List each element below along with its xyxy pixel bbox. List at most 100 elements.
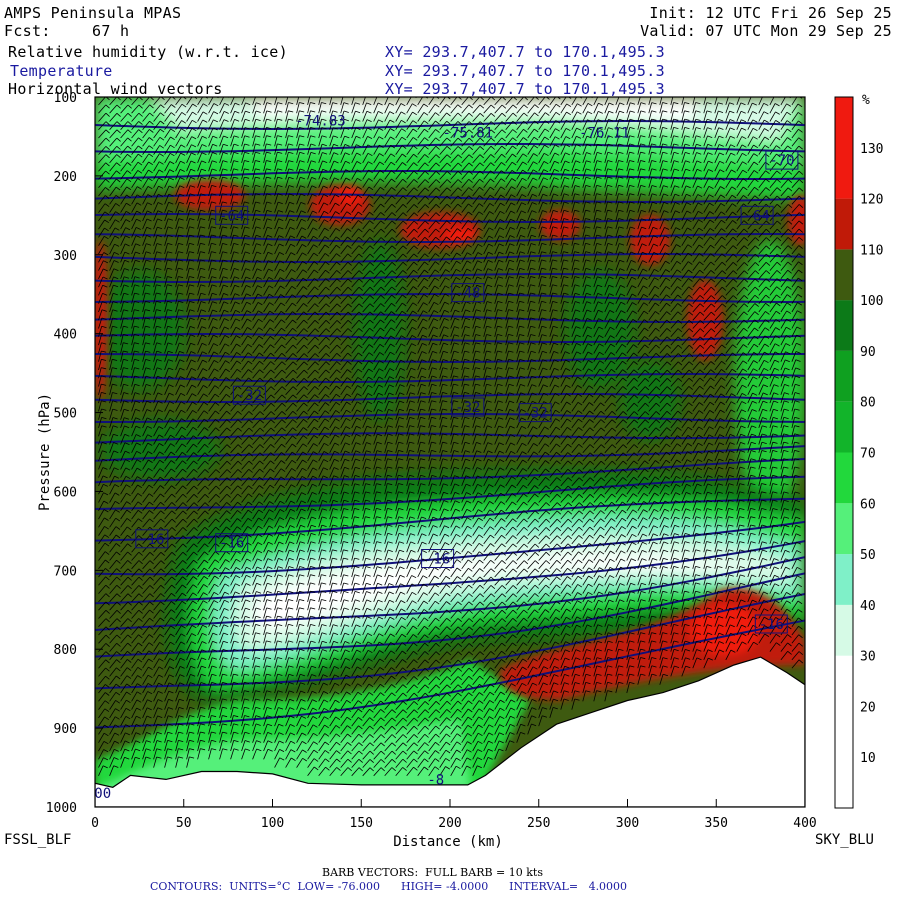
wind-barb bbox=[98, 170, 106, 180]
wind-barb-feather bbox=[224, 591, 230, 595]
wind-barb-feather bbox=[147, 177, 153, 182]
wind-barb bbox=[120, 375, 124, 387]
wind-barb-feather bbox=[138, 121, 143, 125]
wind-barb-feather bbox=[135, 724, 141, 727]
wind-barb bbox=[208, 360, 215, 371]
wind-barb bbox=[175, 477, 183, 487]
wind-barb-feather bbox=[101, 375, 107, 378]
wind-barb bbox=[98, 610, 107, 619]
wind-barb bbox=[208, 293, 213, 304]
wind-barb bbox=[142, 560, 151, 570]
wind-barb bbox=[208, 410, 216, 420]
field-rh: Relative humidity (w.r.t. ice) bbox=[8, 43, 288, 61]
model-title: AMPS Peninsula MPAS bbox=[4, 4, 182, 22]
wind-barb-feather bbox=[211, 160, 218, 163]
wind-barb-feather bbox=[181, 451, 187, 456]
wind-barb-feather bbox=[148, 666, 153, 671]
wind-barb bbox=[219, 360, 226, 371]
wind-barb bbox=[153, 392, 159, 404]
wind-barb bbox=[197, 559, 205, 570]
wind-barb bbox=[197, 649, 203, 661]
wind-barb bbox=[109, 334, 113, 346]
wind-barb-feather bbox=[223, 284, 229, 288]
wind-barb bbox=[131, 493, 139, 503]
wind-barb bbox=[109, 170, 117, 180]
wind-barb bbox=[164, 560, 173, 570]
wind-barb-feather bbox=[222, 748, 228, 751]
wind-barb bbox=[230, 111, 236, 122]
wind-barb-feather bbox=[156, 731, 162, 735]
xy-temperature: XY= 293.7,407.7 to 170.1,495.3 bbox=[385, 62, 665, 80]
wind-barb-feather bbox=[127, 568, 132, 573]
wind-barb bbox=[153, 334, 157, 346]
wind-barb-feather bbox=[180, 649, 186, 653]
wind-barb-feather bbox=[149, 568, 154, 573]
wind-barb bbox=[142, 153, 150, 164]
wind-barb bbox=[208, 402, 216, 412]
wind-barb bbox=[175, 633, 182, 644]
wind-barb-feather bbox=[204, 469, 209, 473]
wind-barb bbox=[175, 617, 182, 627]
wind-barb bbox=[219, 410, 227, 420]
wind-barb bbox=[142, 756, 147, 768]
wind-barb-feather bbox=[167, 740, 173, 743]
wind-barb bbox=[142, 243, 147, 255]
wind-barb bbox=[153, 284, 157, 296]
wind-barb bbox=[230, 160, 234, 172]
wind-barb-feather bbox=[214, 393, 220, 398]
wind-barb-feather bbox=[124, 243, 130, 247]
wind-barb-feather bbox=[138, 593, 143, 598]
wind-barb-feather bbox=[211, 698, 217, 701]
wind-barb-feather bbox=[116, 651, 121, 656]
isotherm-line bbox=[95, 540, 805, 605]
wind-barb bbox=[131, 121, 140, 130]
wind-barb bbox=[175, 376, 181, 387]
wind-barb-feather bbox=[105, 104, 110, 109]
wind-barb-feather bbox=[126, 509, 132, 514]
wind-barb bbox=[219, 185, 223, 197]
wind-barb-feather bbox=[200, 185, 206, 188]
wind-barb bbox=[153, 202, 159, 213]
wind-barb-feather bbox=[222, 649, 228, 652]
wind-barb bbox=[175, 128, 182, 139]
wind-barb-feather bbox=[215, 485, 220, 490]
wind-barb bbox=[131, 526, 139, 536]
wind-barb-feather bbox=[167, 226, 173, 229]
wind-barb bbox=[197, 748, 201, 760]
wind-barb-feather bbox=[170, 609, 176, 613]
wind-barb bbox=[98, 732, 105, 743]
wind-barb-feather bbox=[101, 392, 107, 395]
wind-barb-feather bbox=[149, 518, 154, 523]
wind-barb bbox=[153, 104, 161, 114]
wind-barb-feather bbox=[160, 576, 165, 581]
wind-barb bbox=[164, 317, 168, 329]
wind-barb bbox=[175, 592, 183, 603]
wind-barb bbox=[98, 293, 103, 304]
wind-barb-feather bbox=[136, 691, 142, 695]
wind-barb-feather bbox=[124, 756, 130, 760]
wind-barb-feather bbox=[136, 450, 142, 454]
wind-barb-feather bbox=[103, 260, 109, 264]
wind-barb-feather bbox=[105, 601, 110, 606]
wind-barb-feather bbox=[160, 593, 165, 598]
wind-barb-feather bbox=[105, 684, 110, 688]
wind-barb bbox=[186, 460, 194, 470]
wind-barb bbox=[120, 309, 124, 321]
wind-barb bbox=[175, 715, 180, 727]
wind-barb bbox=[186, 243, 190, 255]
wind-barb bbox=[175, 584, 183, 594]
wind-barb-feather bbox=[233, 151, 239, 155]
wind-barb bbox=[164, 434, 171, 445]
wind-barb-feather bbox=[134, 300, 140, 303]
wind-barb-feather bbox=[225, 534, 231, 539]
wind-barb bbox=[164, 633, 171, 644]
wind-barb-feather bbox=[123, 408, 129, 412]
wind-barb-feather bbox=[123, 375, 129, 378]
wind-barb bbox=[120, 317, 124, 329]
wind-barb bbox=[131, 626, 139, 636]
wind-barb-feather bbox=[127, 593, 132, 598]
wind-barb-feather bbox=[200, 226, 206, 229]
wind-barb bbox=[120, 716, 127, 727]
wind-barb-feather bbox=[202, 127, 208, 131]
wind-barb bbox=[98, 716, 105, 727]
